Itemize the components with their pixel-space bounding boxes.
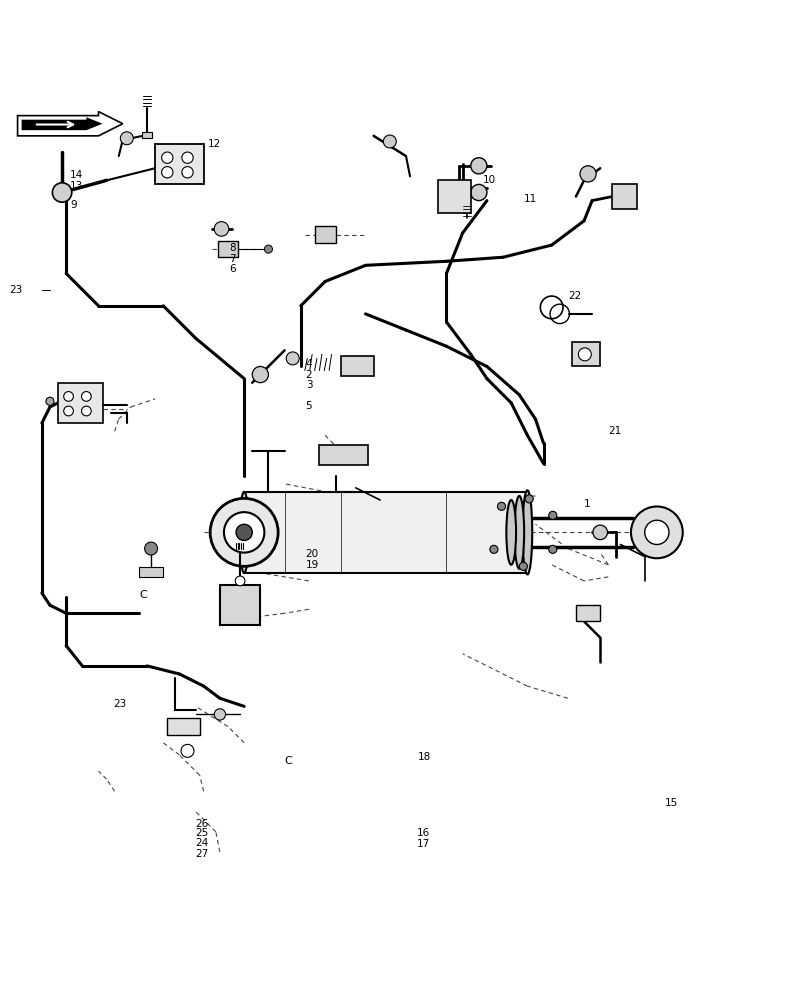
Circle shape bbox=[252, 366, 268, 383]
Circle shape bbox=[52, 183, 71, 202]
Circle shape bbox=[525, 495, 533, 503]
Text: 7: 7 bbox=[230, 254, 236, 264]
Bar bbox=[244, 492, 526, 573]
Text: 4: 4 bbox=[305, 359, 312, 369]
Circle shape bbox=[519, 562, 526, 570]
Circle shape bbox=[224, 512, 264, 553]
Text: 19: 19 bbox=[305, 560, 319, 570]
Text: 15: 15 bbox=[664, 798, 677, 808]
Bar bbox=[571, 342, 599, 366]
Bar bbox=[341, 356, 373, 376]
Circle shape bbox=[144, 542, 157, 555]
Circle shape bbox=[548, 511, 556, 519]
Polygon shape bbox=[18, 112, 122, 136]
Circle shape bbox=[182, 152, 193, 163]
Text: 14: 14 bbox=[70, 170, 84, 180]
Text: C: C bbox=[285, 756, 292, 766]
Circle shape bbox=[592, 525, 607, 540]
Circle shape bbox=[81, 406, 91, 416]
Circle shape bbox=[214, 222, 229, 236]
Text: 9: 9 bbox=[70, 200, 77, 210]
Bar bbox=[575, 605, 599, 621]
Bar bbox=[139, 567, 163, 577]
Bar bbox=[315, 226, 335, 243]
Ellipse shape bbox=[506, 500, 516, 565]
Circle shape bbox=[644, 520, 668, 545]
Text: 10: 10 bbox=[483, 175, 496, 185]
Text: 3: 3 bbox=[305, 380, 312, 390]
Text: 8: 8 bbox=[230, 243, 236, 253]
Circle shape bbox=[235, 576, 245, 586]
Circle shape bbox=[286, 352, 298, 365]
Circle shape bbox=[81, 392, 91, 401]
Circle shape bbox=[577, 348, 590, 361]
Text: 12: 12 bbox=[208, 139, 221, 149]
Circle shape bbox=[264, 245, 272, 253]
Circle shape bbox=[46, 397, 54, 405]
Circle shape bbox=[182, 167, 193, 178]
Text: 21: 21 bbox=[607, 426, 620, 436]
Bar bbox=[155, 144, 204, 184]
Text: C: C bbox=[139, 590, 147, 600]
Text: 17: 17 bbox=[416, 839, 429, 849]
Circle shape bbox=[63, 392, 73, 401]
Text: 6: 6 bbox=[230, 264, 236, 274]
Circle shape bbox=[161, 167, 173, 178]
Circle shape bbox=[161, 152, 173, 163]
Text: 13: 13 bbox=[70, 181, 84, 191]
Circle shape bbox=[120, 132, 133, 145]
Circle shape bbox=[236, 524, 252, 540]
Ellipse shape bbox=[522, 490, 531, 574]
Text: 24: 24 bbox=[195, 838, 208, 848]
Circle shape bbox=[470, 158, 487, 174]
Circle shape bbox=[489, 545, 497, 553]
Text: 2: 2 bbox=[305, 370, 312, 380]
Text: 27: 27 bbox=[195, 849, 208, 859]
Text: 25: 25 bbox=[195, 828, 208, 838]
Text: 22: 22 bbox=[567, 291, 581, 301]
Bar bbox=[438, 180, 470, 213]
Text: 5: 5 bbox=[305, 401, 312, 411]
Circle shape bbox=[497, 502, 505, 510]
Bar bbox=[319, 445, 367, 465]
Bar bbox=[142, 132, 152, 138]
Text: 11: 11 bbox=[523, 194, 536, 204]
Text: 20: 20 bbox=[305, 549, 319, 559]
Bar bbox=[167, 718, 200, 735]
Ellipse shape bbox=[514, 496, 524, 569]
Text: 23: 23 bbox=[10, 285, 23, 295]
Circle shape bbox=[630, 506, 682, 558]
Bar bbox=[58, 383, 102, 423]
Bar bbox=[220, 585, 260, 625]
Bar bbox=[218, 241, 238, 257]
Text: 1: 1 bbox=[583, 499, 590, 509]
Circle shape bbox=[548, 545, 556, 553]
Circle shape bbox=[63, 406, 73, 416]
Text: 26: 26 bbox=[195, 819, 208, 829]
Text: 18: 18 bbox=[418, 752, 431, 762]
Circle shape bbox=[470, 184, 487, 201]
Text: 23: 23 bbox=[113, 699, 127, 709]
Circle shape bbox=[210, 498, 278, 566]
Text: 16: 16 bbox=[416, 828, 429, 838]
Bar bbox=[611, 184, 636, 209]
Circle shape bbox=[383, 135, 396, 148]
Circle shape bbox=[579, 166, 595, 182]
Polygon shape bbox=[22, 117, 102, 130]
Circle shape bbox=[214, 709, 225, 720]
Ellipse shape bbox=[239, 492, 249, 573]
